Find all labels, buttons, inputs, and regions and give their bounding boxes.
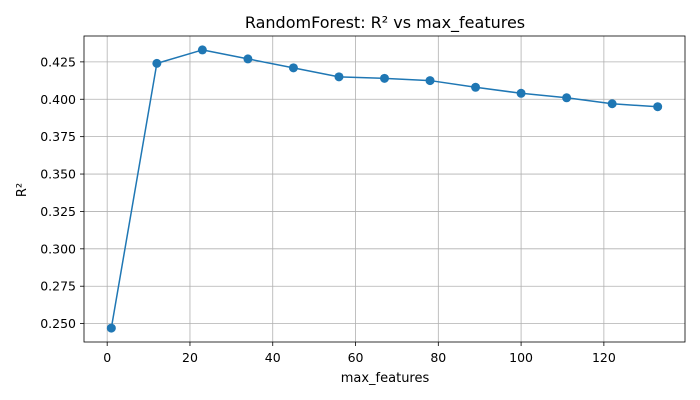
- x-tick-label: 40: [265, 350, 281, 365]
- data-point: [425, 76, 435, 86]
- data-point: [243, 54, 253, 64]
- data-point: [288, 63, 298, 73]
- tick-layer: 0 20 40 60 80 100 120 0.250 0.275 0.300 0.325 0.350…: [40, 54, 616, 365]
- x-tick-label: 60: [348, 350, 364, 365]
- y-tick-label: 0.275: [40, 279, 76, 294]
- y-tick-label: 0.350: [40, 167, 76, 182]
- y-tick-label: 0.325: [40, 204, 76, 219]
- y-axis-label: R²: [15, 183, 30, 197]
- y-tick-label: 0.375: [40, 129, 76, 144]
- grid-layer: [84, 36, 685, 342]
- chart-title: RandomForest: R² vs max_features: [245, 13, 525, 33]
- data-point: [152, 58, 162, 68]
- x-tick-label: 120: [592, 350, 616, 365]
- x-axis-label: max_features: [341, 371, 430, 386]
- plot-frame: [83, 35, 686, 343]
- data-point: [380, 73, 389, 83]
- x-tick-label: 0: [103, 350, 111, 365]
- data-point: [471, 82, 481, 92]
- data-point: [653, 102, 663, 112]
- data-point: [607, 99, 617, 109]
- data-point: [197, 45, 207, 55]
- x-tick-label: 20: [182, 350, 198, 365]
- data-point: [562, 93, 572, 103]
- series-layer: [106, 45, 663, 333]
- y-tick-label: 0.425: [40, 54, 76, 69]
- data-point: [106, 323, 116, 333]
- data-point: [516, 88, 526, 98]
- y-tick-label: 0.300: [40, 241, 76, 256]
- y-tick-label: 0.400: [40, 92, 76, 107]
- y-tick-label: 0.250: [40, 316, 76, 331]
- x-tick-label: 100: [509, 350, 533, 365]
- plot-background: [84, 36, 685, 342]
- data-point: [334, 72, 344, 82]
- x-tick-label: 80: [430, 350, 446, 365]
